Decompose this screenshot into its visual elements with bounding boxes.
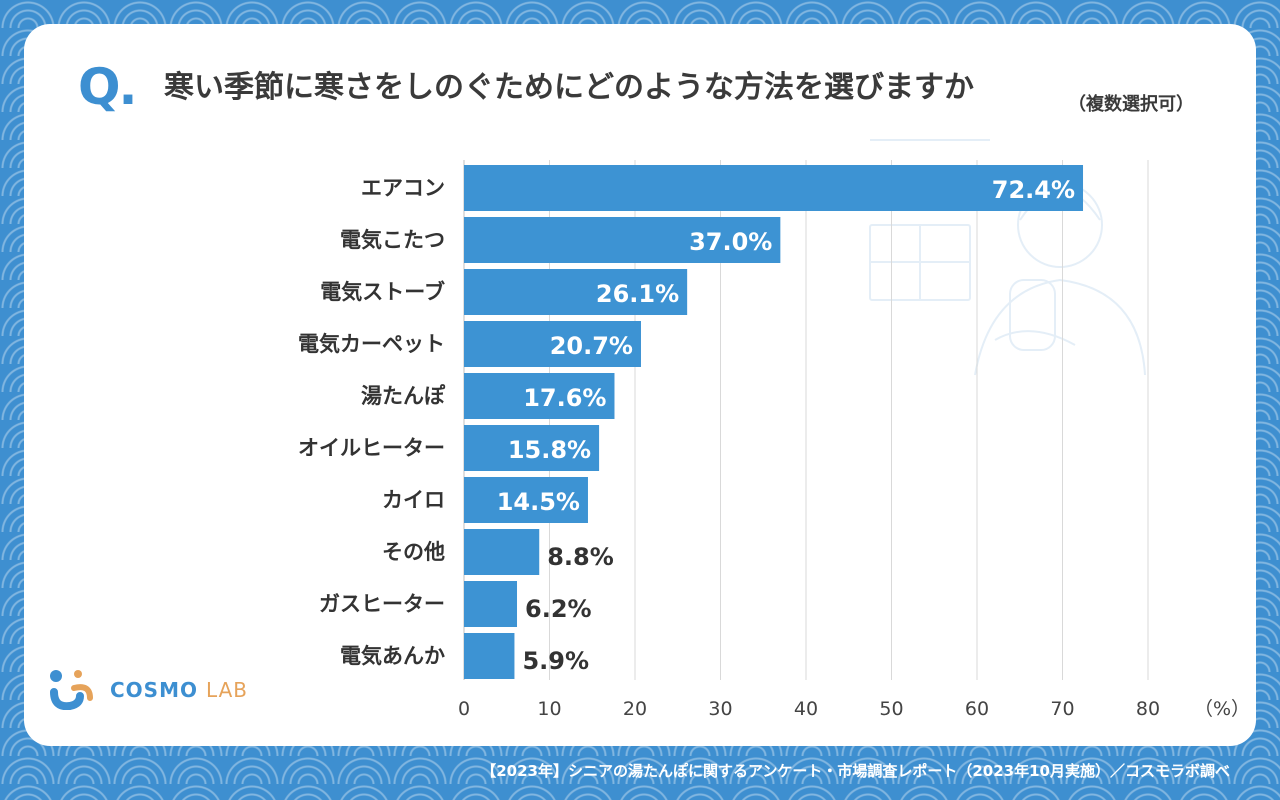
source-footer: 【2023年】シニアの湯たんぽに関するアンケート・市場調査レポート（2023年1… (481, 762, 1230, 780)
x-axis-ticks: 0 10 20 30 40 50 60 70 80 (458, 698, 1160, 720)
value-label: 8.8% (547, 543, 614, 571)
value-labels: 72.4% 37.0% 26.1% 20.7% 17.6% 15.8% 14.5% 8.8% 6… (497, 176, 1075, 675)
bar (464, 529, 540, 575)
bar (464, 269, 688, 315)
category-label: 電気カーペット (298, 332, 445, 356)
bars (464, 165, 1084, 679)
value-label: 6.2% (525, 595, 592, 623)
bar (464, 373, 615, 419)
category-label: ガスヒーター (319, 592, 445, 616)
chart-title: 寒い季節に寒さをしのぐためにどのような方法を選びますか (164, 70, 974, 105)
value-label: 14.5% (497, 488, 580, 516)
question-mark: Q. (78, 58, 137, 116)
x-tick-label: 60 (965, 698, 989, 720)
x-tick-label: 80 (1136, 698, 1160, 720)
bar (464, 321, 641, 367)
logo-icon (50, 670, 93, 710)
x-tick-label: 0 (458, 698, 470, 720)
value-label: 5.9% (522, 647, 589, 675)
bar (464, 165, 1084, 211)
category-label: エアコン (361, 176, 445, 200)
x-tick-label: 50 (879, 698, 903, 720)
bar (464, 633, 515, 679)
category-label: オイルヒーター (298, 436, 445, 460)
bar (464, 477, 588, 523)
multiple-choice-note: （複数選択可） (1068, 94, 1194, 115)
bar (464, 581, 518, 627)
logo-text-main: COSMO (110, 678, 198, 702)
category-labels: エアコン電気こたつ電気ストーブ電気カーペット湯たんぽオイルヒーターカイロその他ガ… (298, 176, 446, 668)
value-label: 72.4% (992, 176, 1075, 204)
value-label: 17.6% (523, 384, 606, 412)
chart-card (24, 24, 1256, 746)
category-label: 電気ストーブ (320, 280, 445, 304)
x-tick-label: 40 (794, 698, 818, 720)
logo-text-sub: LAB (205, 678, 248, 702)
category-label: 電気こたつ (340, 228, 445, 252)
category-label: 湯たんぽ (361, 384, 446, 408)
x-axis-unit: （%） (1194, 698, 1250, 720)
category-label: 電気あんか (340, 644, 445, 668)
category-label: カイロ (382, 488, 445, 512)
bar (464, 425, 600, 471)
cosmo-lab-logo: COSMO LAB (24, 666, 247, 710)
x-tick-label: 30 (708, 698, 732, 720)
x-tick-label: 70 (1050, 698, 1074, 720)
value-label: 37.0% (689, 228, 772, 256)
bar (464, 217, 781, 263)
value-label: 26.1% (596, 280, 679, 308)
category-label: その他 (382, 540, 445, 564)
x-tick-label: 10 (537, 698, 561, 720)
x-tick-label: 20 (623, 698, 647, 720)
logo-text: COSMO LAB (110, 678, 248, 702)
value-label: 20.7% (550, 332, 633, 360)
value-label: 15.8% (508, 436, 591, 464)
